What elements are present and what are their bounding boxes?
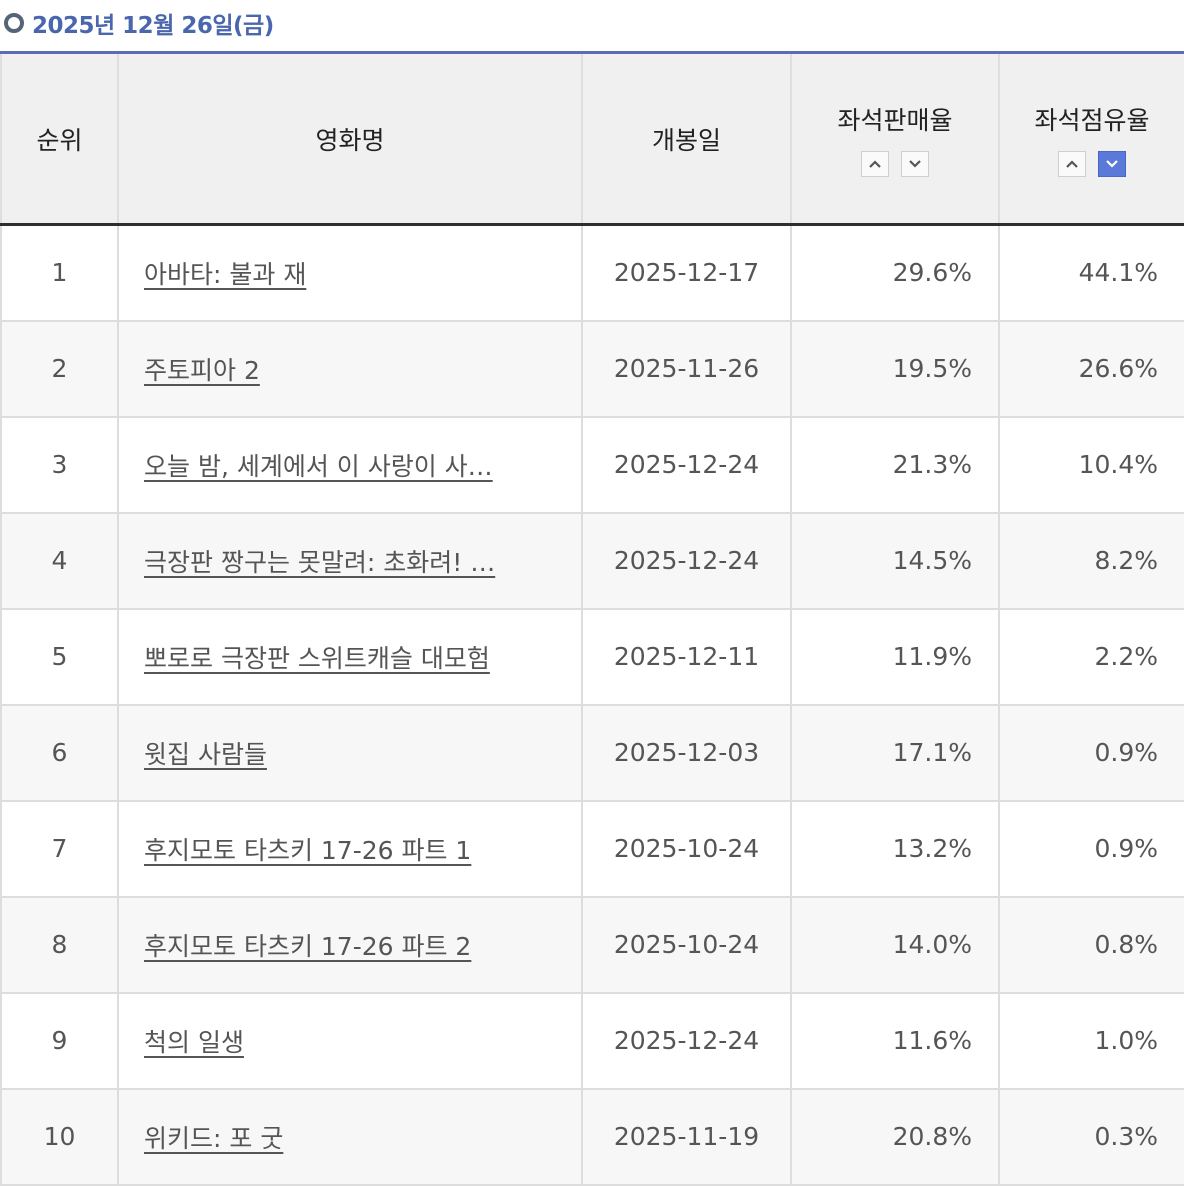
table-row: 7 후지모토 타츠키 17-26 파트 1 2025-10-24 13.2% 0.9% xyxy=(0,800,1184,898)
occupancy-rate-sort-controls xyxy=(1000,150,1184,177)
table-row: 6 윗집 사람들 2025-12-03 17.1% 0.9% xyxy=(0,704,1184,802)
circle-bullet-icon xyxy=(4,13,24,33)
seat-occupancy-rate-cell: 1.0% xyxy=(998,992,1184,1090)
occupancy-rate-sort-asc-button[interactable] xyxy=(1058,150,1086,177)
movie-title-link[interactable]: 극장판 짱구는 못말려: 초화려! … xyxy=(144,547,496,577)
seat-sales-rate-cell: 17.1% xyxy=(790,704,999,802)
rank-cell: 10 xyxy=(0,1088,118,1186)
release-date-cell: 2025-12-24 xyxy=(581,512,791,610)
movie-title-link[interactable]: 주토피아 2 xyxy=(144,355,260,385)
sales-rate-sort-desc-button[interactable] xyxy=(901,150,929,177)
movie-title-cell: 오늘 밤, 세계에서 이 사랑이 사… xyxy=(117,416,582,514)
chevron-up-icon xyxy=(1066,159,1078,168)
movie-title-cell: 척의 일생 xyxy=(117,992,582,1090)
occupancy-rate-sort-desc-button[interactable] xyxy=(1098,150,1126,177)
rank-cell: 1 xyxy=(0,224,118,322)
table-body: 1 아바타: 불과 재 2025-12-17 29.6% 44.1% 2 주토피아 2 202… xyxy=(0,224,1184,1186)
seat-sales-rate-cell: 21.3% xyxy=(790,416,999,514)
seat-sales-rate-cell: 11.9% xyxy=(790,608,999,706)
date-heading: 2025년 12월 26일(금) xyxy=(4,8,274,39)
movie-title-cell: 뽀로로 극장판 스위트캐슬 대모험 xyxy=(117,608,582,706)
rank-cell: 6 xyxy=(0,704,118,802)
release-date-cell: 2025-10-24 xyxy=(581,896,791,994)
movie-title-cell: 후지모토 타츠키 17-26 파트 1 xyxy=(117,800,582,898)
seat-sales-rate-cell: 14.0% xyxy=(790,896,999,994)
seat-sales-rate-cell: 20.8% xyxy=(790,1088,999,1186)
col-header-occupancy-rate: 좌석점유율 xyxy=(998,51,1184,226)
col-header-rank: 순위 xyxy=(0,51,118,226)
movie-title-cell: 주토피아 2 xyxy=(117,320,582,418)
movie-title-link[interactable]: 후지모토 타츠키 17-26 파트 1 xyxy=(144,835,472,865)
seat-occupancy-rate-cell: 44.1% xyxy=(998,224,1184,322)
table-row: 2 주토피아 2 2025-11-26 19.5% 26.6% xyxy=(0,320,1184,418)
table-row: 3 오늘 밤, 세계에서 이 사랑이 사… 2025-12-24 21.3% 10.4% xyxy=(0,416,1184,514)
movie-title-link[interactable]: 아바타: 불과 재 xyxy=(144,259,307,289)
box-office-table-wrapper: 순위 영화명 개봉일 좌석판매율 좌석점유율 xyxy=(0,51,1184,1186)
seat-sales-rate-cell: 29.6% xyxy=(790,224,999,322)
rank-cell: 9 xyxy=(0,992,118,1090)
movie-title-link[interactable]: 위키드: 포 굿 xyxy=(144,1123,284,1153)
sales-rate-sort-controls xyxy=(792,150,998,177)
table-row: 4 극장판 짱구는 못말려: 초화려! … 2025-12-24 14.5% 8.2% xyxy=(0,512,1184,610)
seat-occupancy-rate-cell: 26.6% xyxy=(998,320,1184,418)
rank-cell: 7 xyxy=(0,800,118,898)
release-date-cell: 2025-12-17 xyxy=(581,224,791,322)
table-header-row: 순위 영화명 개봉일 좌석판매율 좌석점유율 xyxy=(0,51,1184,226)
date-heading-text: 2025년 12월 26일(금) xyxy=(32,13,274,39)
release-date-cell: 2025-12-03 xyxy=(581,704,791,802)
movie-title-link[interactable]: 뽀로로 극장판 스위트캐슬 대모험 xyxy=(144,643,490,673)
seat-occupancy-rate-cell: 0.9% xyxy=(998,800,1184,898)
table-row: 1 아바타: 불과 재 2025-12-17 29.6% 44.1% xyxy=(0,224,1184,322)
movie-title-cell: 후지모토 타츠키 17-26 파트 2 xyxy=(117,896,582,994)
movie-title-link[interactable]: 윗집 사람들 xyxy=(144,739,267,769)
table-row: 9 척의 일생 2025-12-24 11.6% 1.0% xyxy=(0,992,1184,1090)
col-header-release: 개봉일 xyxy=(581,51,791,226)
table-row: 10 위키드: 포 굿 2025-11-19 20.8% 0.3% xyxy=(0,1088,1184,1186)
chevron-up-icon xyxy=(869,159,881,168)
sales-rate-sort-asc-button[interactable] xyxy=(861,150,889,177)
rank-cell: 8 xyxy=(0,896,118,994)
col-header-sales-rate-label: 좌석판매율 xyxy=(837,105,953,135)
movie-title-link[interactable]: 후지모토 타츠키 17-26 파트 2 xyxy=(144,931,472,961)
movie-title-link[interactable]: 척의 일생 xyxy=(144,1027,244,1057)
rank-cell: 5 xyxy=(0,608,118,706)
chevron-down-icon xyxy=(909,159,921,168)
release-date-cell: 2025-12-24 xyxy=(581,416,791,514)
seat-occupancy-rate-cell: 8.2% xyxy=(998,512,1184,610)
seat-sales-rate-cell: 13.2% xyxy=(790,800,999,898)
movie-title-link[interactable]: 오늘 밤, 세계에서 이 사랑이 사… xyxy=(144,451,493,481)
seat-occupancy-rate-cell: 0.9% xyxy=(998,704,1184,802)
box-office-table: 순위 영화명 개봉일 좌석판매율 좌석점유율 xyxy=(0,51,1184,1186)
seat-sales-rate-cell: 11.6% xyxy=(790,992,999,1090)
seat-occupancy-rate-cell: 0.8% xyxy=(998,896,1184,994)
rank-cell: 4 xyxy=(0,512,118,610)
col-header-sales-rate: 좌석판매율 xyxy=(790,51,999,226)
table-row: 5 뽀로로 극장판 스위트캐슬 대모험 2025-12-11 11.9% 2.2% xyxy=(0,608,1184,706)
seat-occupancy-rate-cell: 2.2% xyxy=(998,608,1184,706)
release-date-cell: 2025-11-26 xyxy=(581,320,791,418)
movie-title-cell: 위키드: 포 굿 xyxy=(117,1088,582,1186)
col-header-occupancy-rate-label: 좌석점유율 xyxy=(1034,105,1150,135)
rank-cell: 2 xyxy=(0,320,118,418)
movie-title-cell: 아바타: 불과 재 xyxy=(117,224,582,322)
movie-title-cell: 극장판 짱구는 못말려: 초화려! … xyxy=(117,512,582,610)
release-date-cell: 2025-11-19 xyxy=(581,1088,791,1186)
rank-cell: 3 xyxy=(0,416,118,514)
seat-occupancy-rate-cell: 10.4% xyxy=(998,416,1184,514)
release-date-cell: 2025-12-24 xyxy=(581,992,791,1090)
col-header-title: 영화명 xyxy=(117,51,582,226)
table-row: 8 후지모토 타츠키 17-26 파트 2 2025-10-24 14.0% 0.8% xyxy=(0,896,1184,994)
movie-title-cell: 윗집 사람들 xyxy=(117,704,582,802)
release-date-cell: 2025-10-24 xyxy=(581,800,791,898)
release-date-cell: 2025-12-11 xyxy=(581,608,791,706)
seat-occupancy-rate-cell: 0.3% xyxy=(998,1088,1184,1186)
chevron-down-icon xyxy=(1106,159,1118,168)
seat-sales-rate-cell: 19.5% xyxy=(790,320,999,418)
seat-sales-rate-cell: 14.5% xyxy=(790,512,999,610)
